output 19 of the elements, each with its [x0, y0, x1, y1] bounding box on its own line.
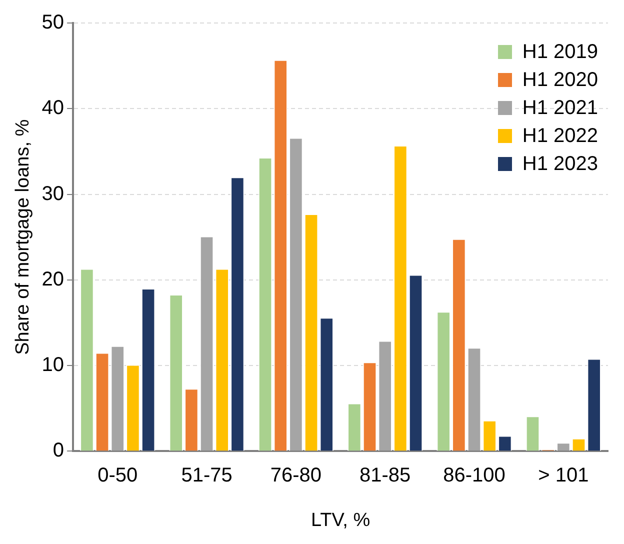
- y-tick-label: 30: [42, 182, 64, 205]
- legend-label: H1 2020: [522, 68, 598, 93]
- x-axis-title: LTV, %: [310, 510, 370, 531]
- legend-label: H1 2019: [522, 40, 598, 65]
- y-tick-label: 10: [42, 354, 64, 376]
- legend-label: H1 2022: [522, 124, 598, 149]
- x-tick-label: 81-85: [360, 464, 411, 487]
- y-tick-label: 20: [42, 268, 64, 290]
- x-tick-label: 86-100: [443, 464, 506, 487]
- x-tick-label: 51-75: [181, 464, 232, 487]
- x-tick-label: 76-80: [270, 464, 322, 487]
- y-tick-label: 50: [42, 12, 64, 34]
- x-tick-label: > 101: [538, 464, 589, 487]
- legend-label: H1 2021: [522, 96, 598, 121]
- y-axis-title: Share of mortgage loans, %: [12, 119, 34, 355]
- x-tick-label: 0-50: [98, 464, 138, 487]
- y-tick-label: 0: [52, 440, 64, 462]
- legend-label: H1 2023: [522, 152, 598, 177]
- y-tick-label: 40: [42, 97, 64, 120]
